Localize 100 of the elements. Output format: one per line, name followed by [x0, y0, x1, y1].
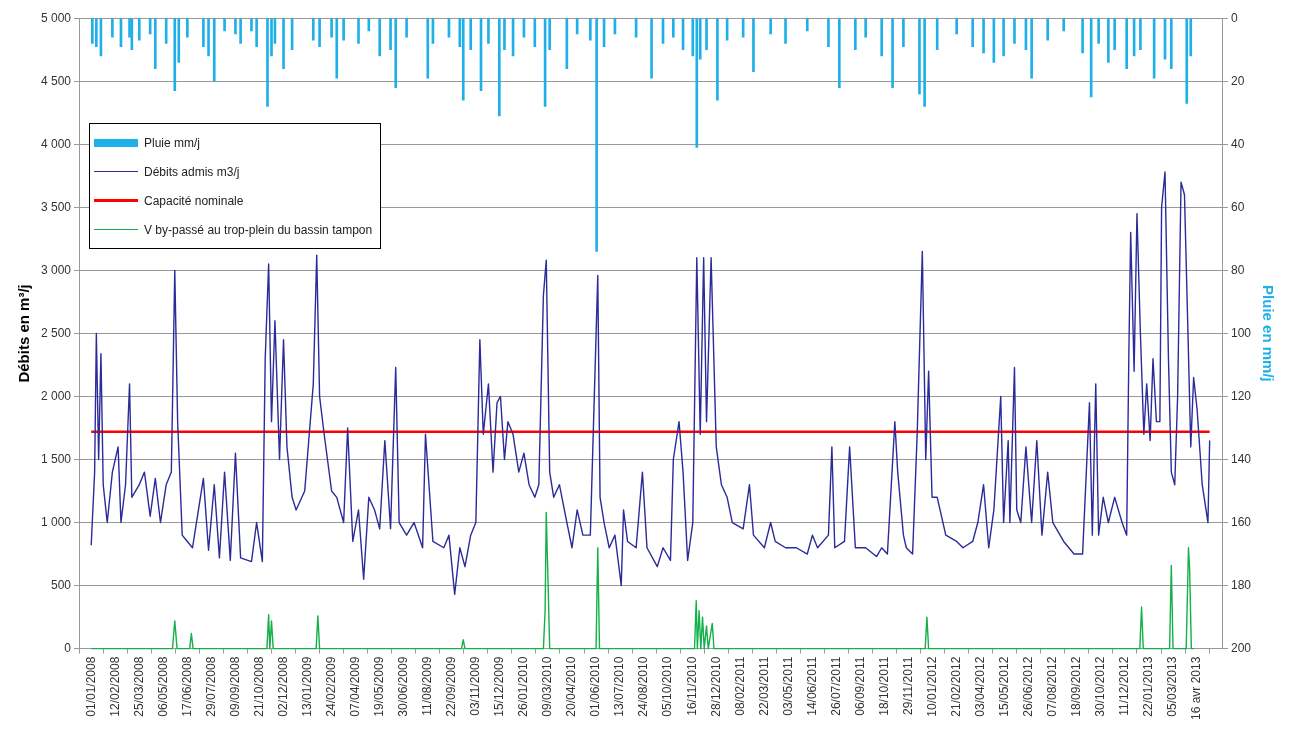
y2-tick-label: 40 [1230, 136, 1245, 151]
bar [1013, 18, 1016, 44]
x-tick-label: 12/02/2008 [107, 656, 122, 717]
bar [1030, 18, 1033, 79]
bar [902, 18, 905, 47]
y-tick-label: 3 500 [41, 199, 72, 214]
bar [533, 18, 537, 47]
x-tick-label: 16 avr 2013 [1189, 656, 1204, 721]
x-tick-label: 24/08/2010 [636, 656, 651, 717]
x-tick-label: 03/05/2011 [780, 656, 795, 716]
bar [389, 18, 392, 51]
bar [330, 18, 333, 38]
x-tick-label: 24/02/2009 [323, 656, 338, 717]
x-tick-label: 09/03/2010 [540, 656, 555, 717]
x-tick-label: 11/12/2012 [1117, 656, 1132, 716]
x-tick-label: 07/04/2009 [347, 656, 362, 717]
x-tick-label: 14/06/2011 [804, 656, 819, 716]
bar [223, 18, 226, 32]
bar [837, 18, 841, 88]
y2-tick-label: 80 [1230, 262, 1245, 277]
y-tick-label: 2 500 [41, 325, 72, 340]
bar [357, 18, 360, 44]
bar [716, 18, 719, 101]
bar [250, 18, 253, 32]
x-tick-label: 09/09/2008 [227, 656, 242, 717]
y2-tick-label: 160 [1230, 514, 1252, 529]
y2-tick-label: 0 [1230, 10, 1238, 25]
x-tick-label: 01/01/2008 [83, 656, 98, 717]
x-tick-label: 30/10/2012 [1093, 656, 1108, 717]
bar [212, 18, 216, 82]
x-tick-label: 02/12/2008 [275, 656, 290, 717]
bar [461, 18, 465, 101]
x-tick-label: 11/08/2009 [420, 656, 435, 716]
x-tick-label: 05/03/2013 [1165, 656, 1180, 717]
bar [918, 18, 921, 95]
bar [548, 18, 552, 51]
bar [1002, 18, 1005, 57]
bar [784, 18, 787, 44]
bar [173, 18, 177, 92]
legend-label: Débits admis m3/j [144, 164, 240, 179]
x-tick-label: 15/12/2009 [492, 656, 507, 717]
y-tick-label: 2 000 [41, 388, 72, 403]
legend-label: Pluie mm/j [144, 135, 201, 150]
y-tick-label: 4 000 [41, 136, 72, 151]
bar [342, 18, 345, 41]
bar [91, 18, 94, 44]
bar [1062, 18, 1066, 32]
x-tick-label: 13/01/2009 [299, 656, 314, 717]
bar [955, 18, 958, 35]
y-tick-label: 500 [51, 577, 72, 592]
bar [207, 18, 210, 57]
bar [367, 18, 371, 32]
y2-tick-label: 100 [1230, 325, 1252, 340]
bar [672, 18, 675, 38]
bar [589, 18, 592, 41]
bar [769, 18, 772, 35]
y-tick-label: 3 000 [41, 262, 72, 277]
x-tick-label: 22/09/2009 [444, 656, 459, 717]
bar [111, 18, 114, 38]
y2-tick-label: 120 [1230, 388, 1252, 403]
bar [378, 18, 382, 57]
x-tick-label: 19/05/2009 [372, 656, 386, 717]
x-tick-label: 30/06/2009 [396, 656, 411, 717]
bar [695, 18, 699, 148]
x-tick-label: 18/09/2012 [1069, 656, 1084, 717]
bar [469, 18, 473, 51]
bar [971, 18, 975, 47]
bar [1089, 18, 1093, 98]
bar [880, 18, 884, 57]
y-axis-title: Débits en m³/j [15, 284, 33, 383]
bar [1125, 18, 1128, 69]
y-tick-label: 4 500 [41, 73, 72, 88]
x-tick-label: 03/11/2009 [468, 656, 483, 716]
bar [1097, 18, 1100, 44]
x-tick-label: 22/01/2013 [1141, 656, 1156, 717]
x-tick-label: 01/06/2010 [588, 656, 603, 717]
y2-tick-label: 140 [1230, 451, 1252, 466]
bar [1185, 18, 1189, 104]
legend-label: V by-passé au trop-plein du bassin tampon [144, 222, 373, 237]
bar [805, 18, 809, 32]
bar [394, 18, 398, 88]
bar [1081, 18, 1084, 54]
bar [497, 18, 501, 117]
y-tick-label: 1 500 [41, 451, 72, 466]
y2-axis-title: Pluie en mm/j [1259, 285, 1277, 382]
bar [164, 18, 168, 44]
x-tick-label: 13/07/2010 [612, 656, 627, 717]
bar [311, 18, 315, 41]
bar [891, 18, 894, 88]
bar [487, 18, 490, 44]
x-tick-label: 17/06/2008 [179, 656, 194, 717]
x-tick-label: 26/06/2012 [1021, 656, 1036, 717]
x-tick-label: 21/10/2008 [251, 656, 266, 717]
bar [282, 18, 285, 69]
bar [186, 18, 189, 38]
bar [266, 18, 269, 107]
y-tick-label: 5 000 [41, 10, 72, 25]
bar [137, 18, 141, 41]
bar [1107, 18, 1110, 63]
bar [1046, 18, 1050, 41]
